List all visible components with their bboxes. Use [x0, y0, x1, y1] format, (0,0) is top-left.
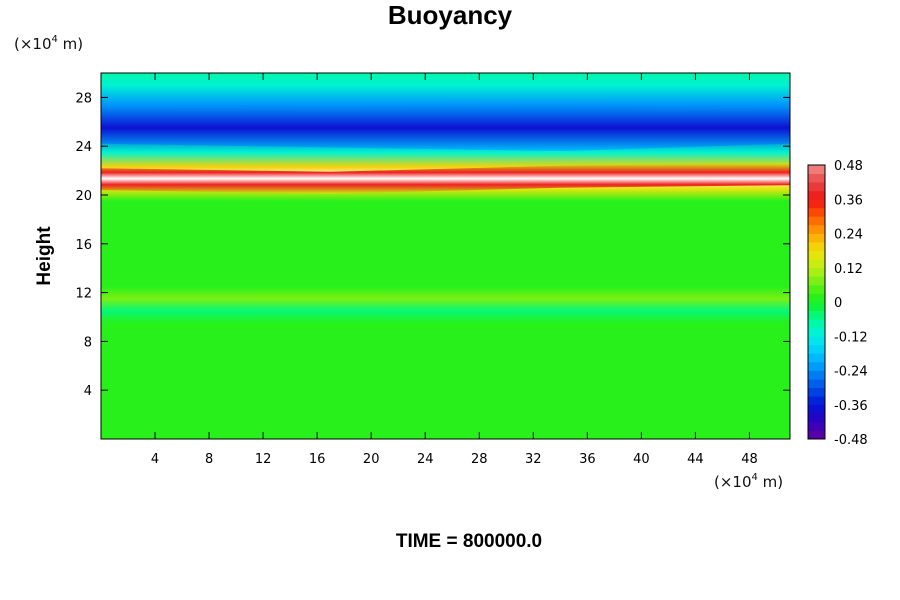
- y-unit-exponent: 4: [51, 34, 58, 45]
- colorbar-tick-label: 0: [834, 296, 842, 311]
- colorbar-level: [808, 344, 825, 354]
- colorbar-level: [808, 413, 825, 423]
- x-tick-label: 36: [579, 452, 596, 467]
- colorbar-level: [808, 379, 825, 389]
- x-tick-label: 8: [205, 452, 213, 467]
- x-axis-unit: (×104 m): [714, 472, 783, 491]
- colorbar-tick-label: -0.12: [834, 330, 868, 345]
- colorbar-level: [808, 173, 825, 183]
- y-axis-label: Height: [34, 226, 55, 286]
- colorbar-tick-label: 0.24: [834, 228, 863, 243]
- y-unit-prefix: (×10: [14, 35, 52, 53]
- contour-field: [101, 73, 790, 439]
- x-unit-prefix: (×10: [714, 473, 752, 491]
- colorbar-level: [808, 396, 825, 406]
- x-axis: 4 8 12 16 20 24 28 32 36 40 44 48: [151, 73, 758, 467]
- x-tick-label: 16: [309, 452, 326, 467]
- x-tick-label: 4: [151, 452, 159, 467]
- colorbar-level: [808, 421, 825, 431]
- cold-band: [101, 104, 790, 152]
- colorbar-level: [808, 310, 825, 320]
- colorbar: 0.48 0.36 0.24 0.12 0 -0.12 -0.24 -0.36 -0.48: [807, 159, 868, 448]
- plot-frame: [100, 72, 791, 440]
- y-axis-unit: (×104 m): [14, 34, 83, 53]
- colorbar-level: [808, 276, 825, 286]
- x-tick-label: 24: [417, 452, 434, 467]
- colorbar-tick-label: 0.12: [834, 262, 863, 277]
- colorbar-level: [808, 327, 825, 337]
- x-tick-label: 32: [525, 452, 542, 467]
- y-tick-label: 12: [75, 287, 92, 302]
- colorbar-level: [808, 353, 825, 363]
- colorbar-level: [808, 199, 825, 209]
- colorbar-level: [808, 267, 825, 277]
- colorbar-level: [808, 207, 825, 217]
- colorbar-level: [808, 319, 825, 329]
- colorbar-tick-label: -0.48: [834, 433, 868, 448]
- y-unit-suffix: m): [57, 35, 84, 53]
- colorbar-level: [808, 336, 825, 346]
- x-tick-label: 20: [363, 452, 380, 467]
- colorbar-level: [808, 190, 825, 200]
- colorbar-tick-label: 0.36: [834, 193, 863, 208]
- colorbar-level: [808, 165, 825, 174]
- colorbar-level: [808, 387, 825, 397]
- y-axis: 4 8 12 16 20 24 28: [75, 91, 790, 399]
- time-label: TIME = 800000.0: [395, 531, 543, 552]
- colorbar-level: [808, 293, 825, 303]
- x-tick-label: 48: [741, 452, 758, 467]
- colorbar-level: [808, 250, 825, 260]
- warm-band: [101, 163, 790, 194]
- colorbar-level: [808, 224, 825, 234]
- colorbar-level: [808, 284, 825, 294]
- x-tick-label: 12: [255, 452, 272, 467]
- y-tick-label: 16: [75, 238, 92, 253]
- colorbar-level: [808, 233, 825, 243]
- colorbar-level: [808, 430, 825, 440]
- colorbar-level: [808, 259, 825, 269]
- x-tick-label: 40: [633, 452, 650, 467]
- y-tick-label: 20: [75, 189, 92, 204]
- colorbar-level: [808, 182, 825, 192]
- colorbar-level: [808, 302, 825, 311]
- colorbar-tick-label: -0.24: [834, 365, 868, 380]
- y-tick-label: 28: [75, 91, 92, 106]
- x-unit-exponent: 4: [751, 472, 758, 483]
- y-tick-label: 4: [84, 384, 92, 399]
- colorbar-level: [808, 361, 825, 371]
- colorbar-tick-label: 0.48: [834, 159, 863, 174]
- x-tick-label: 44: [687, 452, 704, 467]
- colorbar-level: [808, 370, 825, 380]
- x-unit-suffix: m): [757, 473, 784, 491]
- colorbar-level: [808, 404, 825, 414]
- colorbar-level: [808, 242, 825, 252]
- y-tick-label: 24: [75, 140, 92, 155]
- y-tick-label: 8: [84, 335, 92, 350]
- colorbar-frame: [807, 164, 826, 440]
- x-tick-label: 28: [471, 452, 488, 467]
- colorbar-level: [808, 216, 825, 226]
- chart-title: Buoyancy: [387, 0, 513, 30]
- colorbar-tick-label: -0.36: [834, 399, 868, 414]
